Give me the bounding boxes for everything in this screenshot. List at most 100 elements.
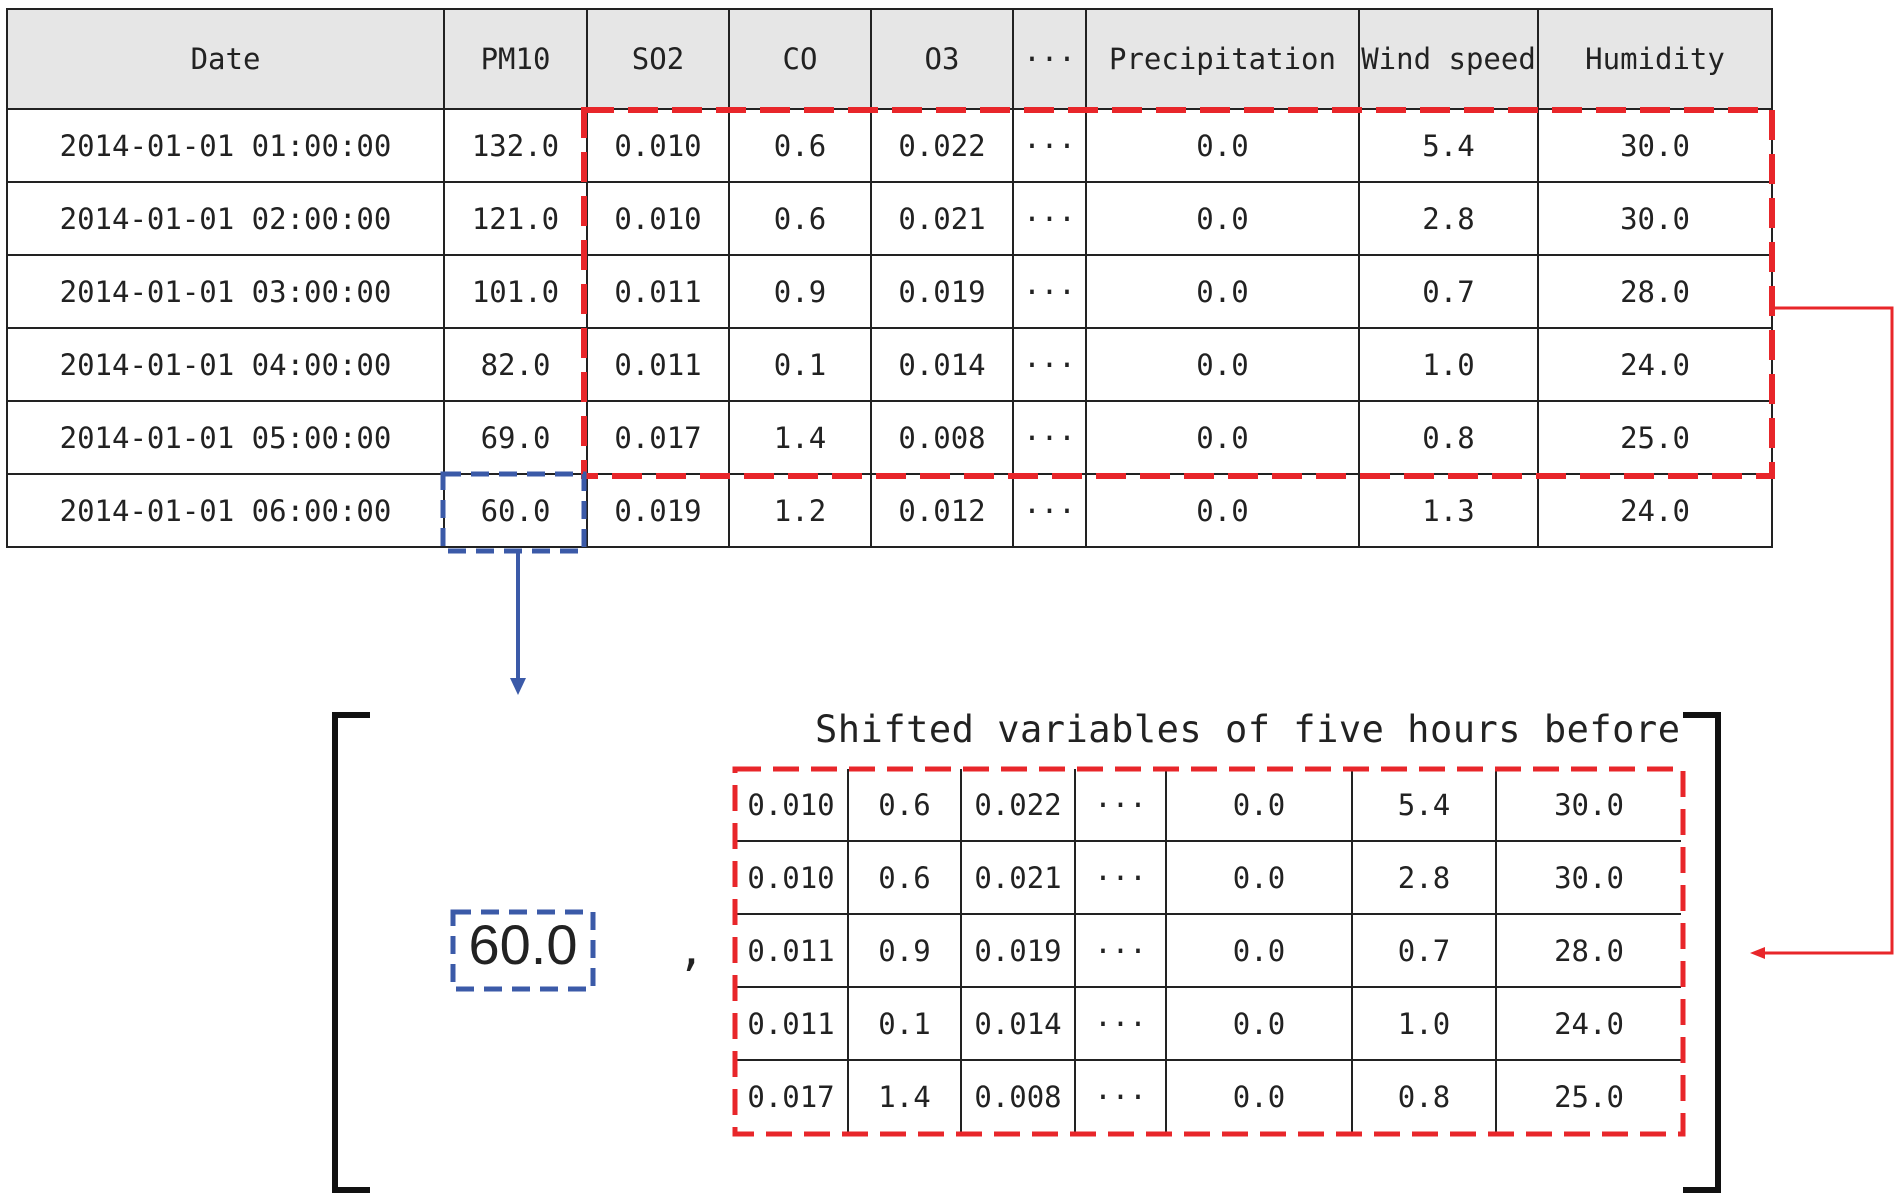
shifted-cell: ···: [1074, 913, 1167, 988]
shifted-cell: 30.0: [1495, 769, 1681, 842]
table-cell: 1.2: [728, 473, 872, 548]
table-cell: 2014-01-01 03:00:00: [6, 254, 445, 329]
shifted-row: 0.010 0.6 0.022 ··· 0.0 5.4 30.0: [735, 769, 1681, 842]
table-cell: 0.012: [870, 473, 1014, 548]
table-cell: 0.8: [1358, 400, 1539, 475]
table-cell: 24.0: [1537, 473, 1773, 548]
shifted-cell: 0.6: [847, 840, 962, 915]
column-header: Date: [6, 8, 445, 110]
table-cell: 0.0: [1085, 254, 1360, 329]
table-row: 2014-01-01 06:00:00 60.0 0.019 1.2 0.012 ··· 0…: [6, 473, 1773, 548]
table-cell: 0.022: [870, 108, 1014, 183]
shifted-cell: 0.017: [735, 1059, 849, 1132]
shifted-cell: 1.4: [847, 1059, 962, 1132]
table-cell: ···: [1012, 473, 1087, 548]
table-cell: 0.017: [586, 400, 730, 475]
table-cell: 0.008: [870, 400, 1014, 475]
separator-comma: ,: [678, 925, 705, 976]
table-cell: 0.7: [1358, 254, 1539, 329]
features-connector-line: [1765, 306, 1894, 955]
table-cell: ···: [1012, 400, 1087, 475]
table-header-row: Date PM10 SO2 CO O3 ··· Precipitation Wind spee…: [6, 8, 1773, 110]
table-row: 2014-01-01 03:00:00 101.0 0.011 0.9 0.019 ···…: [6, 254, 1773, 329]
table-cell: 2014-01-01 01:00:00: [6, 108, 445, 183]
source-data-table: Date PM10 SO2 CO O3 ··· Precipitation Wind spee…: [6, 8, 1773, 548]
shifted-row: 0.017 1.4 0.008 ··· 0.0 0.8 25.0: [735, 1059, 1681, 1132]
shifted-cell: 0.0: [1165, 1059, 1353, 1132]
table-cell: 30.0: [1537, 108, 1773, 183]
table-row: 2014-01-01 02:00:00 121.0 0.010 0.6 0.021 ···…: [6, 181, 1773, 256]
target-value: 60.0: [468, 913, 578, 976]
target-arrow-head: [510, 678, 526, 695]
shifted-row: 0.011 0.1 0.014 ··· 0.0 1.0 24.0: [735, 986, 1681, 1061]
shifted-cell: ···: [1074, 840, 1167, 915]
table-row: 2014-01-01 01:00:00 132.0 0.010 0.6 0.022 ···…: [6, 108, 1773, 183]
shifted-cell: 0.010: [735, 769, 849, 842]
shifted-cell: 0.019: [960, 913, 1076, 988]
table-cell: 2014-01-01 02:00:00: [6, 181, 445, 256]
shifted-cell: 0.022: [960, 769, 1076, 842]
shifted-cell: 0.7: [1351, 913, 1497, 988]
shifted-row: 0.011 0.9 0.019 ··· 0.0 0.7 28.0: [735, 913, 1681, 988]
shifted-cell: 0.010: [735, 840, 849, 915]
shifted-cell: 0.014: [960, 986, 1076, 1061]
table-cell: 132.0: [443, 108, 588, 183]
shifted-cell: 0.0: [1165, 986, 1353, 1061]
table-cell: ···: [1012, 181, 1087, 256]
table-cell: 0.1: [728, 327, 872, 402]
column-header: O3: [870, 8, 1014, 110]
column-header: Precipitation: [1085, 8, 1360, 110]
table-cell: 0.010: [586, 108, 730, 183]
table-cell: 28.0: [1537, 254, 1773, 329]
table-cell: 0.014: [870, 327, 1014, 402]
table-row: 2014-01-01 04:00:00 82.0 0.011 0.1 0.014 ··· 0…: [6, 327, 1773, 402]
table-cell: 60.0: [443, 473, 588, 548]
column-header: CO: [728, 8, 872, 110]
shifted-cell: 24.0: [1495, 986, 1681, 1061]
shifted-cell: 1.0: [1351, 986, 1497, 1061]
shifted-cell: 0.011: [735, 913, 849, 988]
table-cell: 25.0: [1537, 400, 1773, 475]
table-cell: 1.0: [1358, 327, 1539, 402]
shifted-cell: 0.021: [960, 840, 1076, 915]
table-cell: 1.4: [728, 400, 872, 475]
right-bracket: [1683, 712, 1721, 1193]
column-header: SO2: [586, 8, 730, 110]
table-cell: 30.0: [1537, 181, 1773, 256]
table-cell: 0.011: [586, 254, 730, 329]
shifted-variables-table: 0.010 0.6 0.022 ··· 0.0 5.4 30.0 0.010 0.6 0.021 ·…: [735, 769, 1681, 1132]
left-bracket: [332, 712, 370, 1193]
shifted-cell: 2.8: [1351, 840, 1497, 915]
shifted-cell: 0.1: [847, 986, 962, 1061]
shifted-cell: 0.9: [847, 913, 962, 988]
column-header: PM10: [443, 8, 588, 110]
table-cell: 121.0: [443, 181, 588, 256]
table-cell: 2.8: [1358, 181, 1539, 256]
table-cell: 0.021: [870, 181, 1014, 256]
shifted-cell: 0.8: [1351, 1059, 1497, 1132]
features-connector-arrow-head: [1750, 947, 1765, 959]
column-header: Wind speed: [1358, 8, 1539, 110]
shifted-cell: 5.4: [1351, 769, 1497, 842]
table-cell: 0.019: [870, 254, 1014, 329]
table-cell: 0.6: [728, 108, 872, 183]
shifted-cell: ···: [1074, 769, 1167, 842]
shifted-cell: 0.0: [1165, 840, 1353, 915]
shifted-cell: 0.0: [1165, 913, 1353, 988]
table-cell: 0.0: [1085, 108, 1360, 183]
table-cell: 82.0: [443, 327, 588, 402]
table-cell: 0.0: [1085, 473, 1360, 548]
shifted-cell: 25.0: [1495, 1059, 1681, 1132]
table-cell: 0.010: [586, 181, 730, 256]
table-cell: 0.0: [1085, 181, 1360, 256]
table-row: 2014-01-01 05:00:00 69.0 0.017 1.4 0.008 ··· 0…: [6, 400, 1773, 475]
shifted-row: 0.010 0.6 0.021 ··· 0.0 2.8 30.0: [735, 840, 1681, 915]
shifted-cell: 28.0: [1495, 913, 1681, 988]
shifted-cell: 30.0: [1495, 840, 1681, 915]
shifted-cell: ···: [1074, 1059, 1167, 1132]
shifted-cell: 0.011: [735, 986, 849, 1061]
table-cell: 24.0: [1537, 327, 1773, 402]
table-cell: 0.6: [728, 181, 872, 256]
table-cell: 5.4: [1358, 108, 1539, 183]
column-header: ···: [1012, 8, 1087, 110]
